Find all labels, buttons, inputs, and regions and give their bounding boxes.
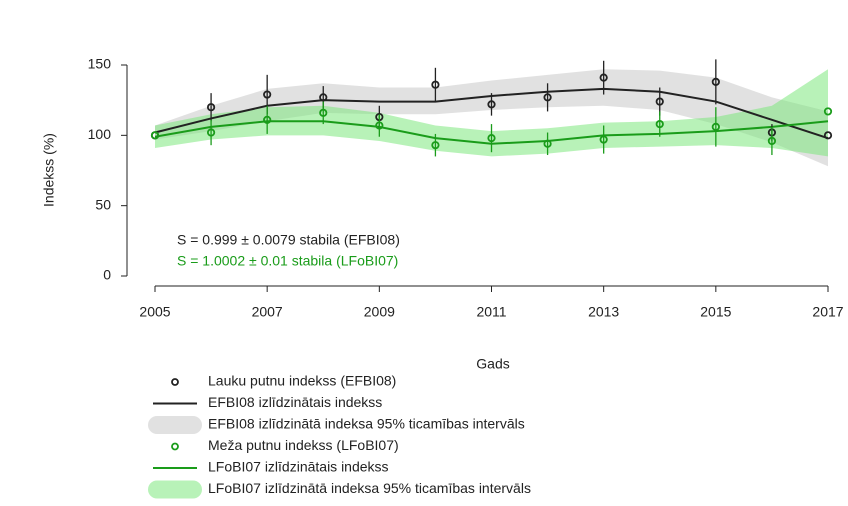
data-point (599, 73, 608, 82)
y-axis-label: Indekss (%) (41, 133, 57, 207)
data-point (206, 103, 216, 112)
x-tick-label: 2005 (139, 304, 170, 320)
data-point (711, 77, 720, 86)
data-point (487, 100, 496, 109)
data-point (206, 128, 216, 137)
legend-label: Meža putnu indekss (LFoBI07) (208, 437, 399, 453)
x-tick-label: 2009 (364, 304, 395, 320)
y-tick-label: 0 (103, 267, 111, 283)
data-point (767, 136, 777, 146)
y-tick-label: 50 (95, 196, 111, 212)
x-tick-label: 2007 (252, 304, 283, 320)
legend-symbol (171, 442, 179, 451)
legend-symbol (171, 378, 179, 386)
data-point (543, 93, 552, 102)
data-point (375, 121, 384, 130)
x-tick-label: 2015 (700, 304, 731, 320)
data-point (823, 107, 833, 116)
data-point (431, 141, 440, 150)
data-point (319, 93, 328, 102)
data-point (711, 122, 720, 131)
data-point (150, 131, 160, 140)
data-point (319, 108, 328, 117)
data-point (263, 115, 272, 124)
legend-label: LFoBI07 izlīdzinātais indekss (208, 459, 389, 475)
data-point (823, 131, 833, 140)
x-axis-label: Gads (476, 356, 509, 372)
annotation: S = 0.999 ± 0.0079 stabila (EFBI08) (177, 232, 400, 248)
legend-label: EFBI08 izlīdzinātā indeksa 95% ticamības… (208, 416, 525, 432)
legend-label: LFoBI07 izlīdzinātā indeksa 95% ticamība… (208, 480, 531, 496)
x-tick-label: 2013 (588, 304, 619, 320)
legend-symbol (148, 480, 202, 499)
y-tick-label: 100 (88, 126, 112, 142)
legend-label: Lauku putnu indekss (EFBI08) (208, 373, 396, 389)
x-tick-label: 2011 (476, 304, 506, 320)
data-point (655, 97, 664, 106)
data-point (655, 119, 664, 129)
data-point (487, 134, 496, 143)
legend-symbol (148, 416, 202, 434)
legend-label: EFBI08 izlīdzinātais indekss (208, 394, 382, 410)
data-point (599, 135, 608, 144)
annotation: S = 1.0002 ± 0.01 stabila (LFoBI07) (177, 253, 398, 269)
data-point (263, 90, 272, 99)
data-point (543, 139, 552, 148)
y-tick-label: 150 (88, 56, 112, 72)
x-tick-label: 2017 (812, 304, 843, 320)
data-point (431, 80, 440, 89)
